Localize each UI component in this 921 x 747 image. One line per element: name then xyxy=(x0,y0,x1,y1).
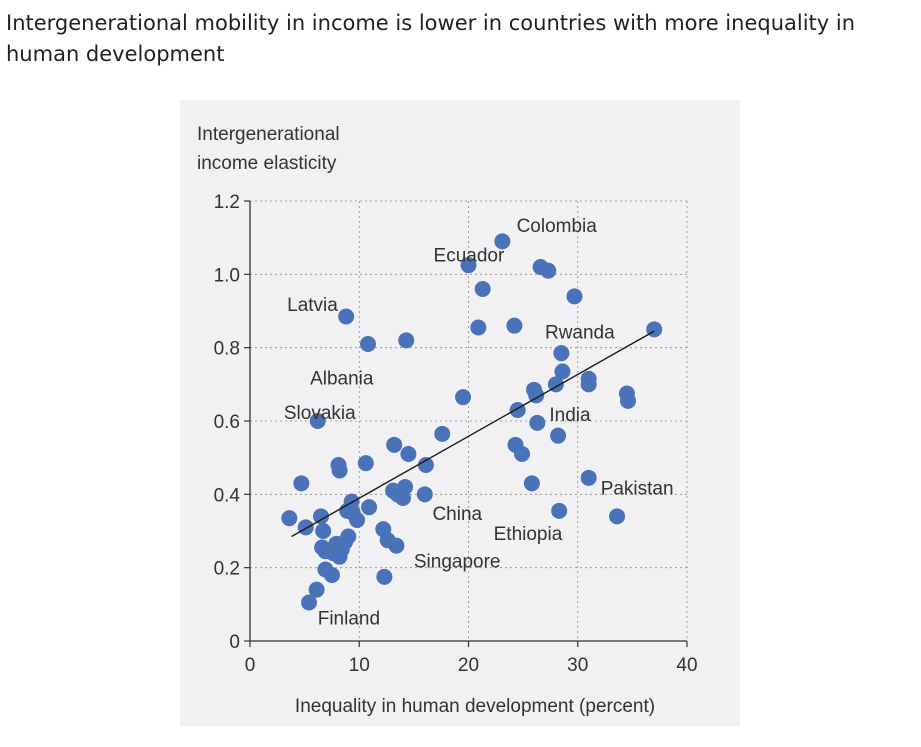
chart-title: Intergenerational mobility in income is … xyxy=(6,11,856,66)
country-label: India xyxy=(549,405,591,426)
x-tick-label: 0 xyxy=(245,655,256,676)
axes xyxy=(244,200,688,647)
country-label: Slovakia xyxy=(284,403,356,424)
data-point xyxy=(609,508,626,525)
data-point xyxy=(434,425,451,442)
y-tick-label: 0.4 xyxy=(214,485,241,506)
y-tick-label: 0.6 xyxy=(214,412,240,433)
data-point xyxy=(388,537,405,554)
trendline-group xyxy=(291,330,655,538)
x-axis-label: Inequality in human development (percent… xyxy=(295,696,655,717)
data-point xyxy=(361,499,378,516)
data-point xyxy=(397,479,414,495)
data-point xyxy=(455,389,472,406)
y-axis-label-line-2: income elasticity xyxy=(197,153,337,174)
data-point xyxy=(566,288,583,305)
country-label: Ecuador xyxy=(434,246,505,267)
data-point xyxy=(297,519,314,536)
data-point xyxy=(386,436,403,453)
data-point xyxy=(359,336,376,352)
data-point xyxy=(470,319,487,336)
y-tick-label: 0.2 xyxy=(214,559,240,580)
data-point xyxy=(416,486,433,503)
country-label: Colombia xyxy=(517,216,598,237)
chart-panel xyxy=(180,100,740,726)
country-label: Latvia xyxy=(287,295,338,316)
country-label: Finland xyxy=(318,609,380,630)
y-tick-label: 0 xyxy=(229,632,240,653)
country-label: Albania xyxy=(310,368,374,389)
data-point xyxy=(506,317,523,334)
data-point xyxy=(551,502,568,519)
data-point xyxy=(580,376,597,393)
data-point xyxy=(308,581,325,598)
y-axis-label-line-1: Intergenerational xyxy=(197,124,340,145)
x-tick-label: 40 xyxy=(676,655,697,676)
x-tick-label: 10 xyxy=(349,655,370,676)
country-label: Rwanda xyxy=(545,323,615,344)
country-label: Pakistan xyxy=(601,478,674,499)
data-point xyxy=(293,475,310,492)
data-point xyxy=(550,427,567,444)
grid xyxy=(250,200,688,641)
data-point xyxy=(323,567,340,583)
data-point xyxy=(281,510,298,527)
data-point xyxy=(300,594,317,611)
y-tick-label: 1.0 xyxy=(214,265,240,286)
data-point xyxy=(514,446,531,462)
data-point xyxy=(620,392,637,409)
y-tick-label: 1.2 xyxy=(214,192,240,213)
data-point xyxy=(398,332,415,349)
data-point xyxy=(400,446,417,462)
data-points xyxy=(281,233,663,611)
tick-labels: 0 0.2 0.4 0.6 0.8 1.0 1.2 0 10 20 30 40 xyxy=(214,192,698,676)
data-point xyxy=(313,508,330,525)
trendline xyxy=(291,330,655,538)
data-point xyxy=(338,308,355,325)
data-point xyxy=(529,414,546,431)
data-point xyxy=(460,257,477,274)
country-labels: Colombia Ecuador Latvia Rwanda Albania Slovak… xyxy=(284,216,674,629)
data-point xyxy=(349,512,366,528)
data-point xyxy=(509,402,526,418)
data-point xyxy=(580,469,597,486)
data-point xyxy=(553,345,570,362)
y-tick-label: 0.8 xyxy=(214,339,240,360)
x-tick-label: 20 xyxy=(458,655,479,676)
country-label: Ethiopia xyxy=(494,524,563,545)
data-point xyxy=(528,387,545,404)
data-point xyxy=(340,528,357,545)
data-point xyxy=(357,455,374,472)
data-point xyxy=(376,568,393,585)
data-point xyxy=(417,457,434,473)
data-point xyxy=(554,363,571,380)
data-point xyxy=(474,281,491,297)
country-label: Singapore xyxy=(414,552,501,573)
data-point xyxy=(331,462,348,479)
country-label: China xyxy=(432,504,482,525)
data-point xyxy=(494,233,511,250)
data-point xyxy=(523,475,540,492)
data-point xyxy=(315,523,332,539)
x-tick-label: 30 xyxy=(567,655,588,676)
data-point xyxy=(540,262,557,279)
data-point xyxy=(309,413,326,429)
